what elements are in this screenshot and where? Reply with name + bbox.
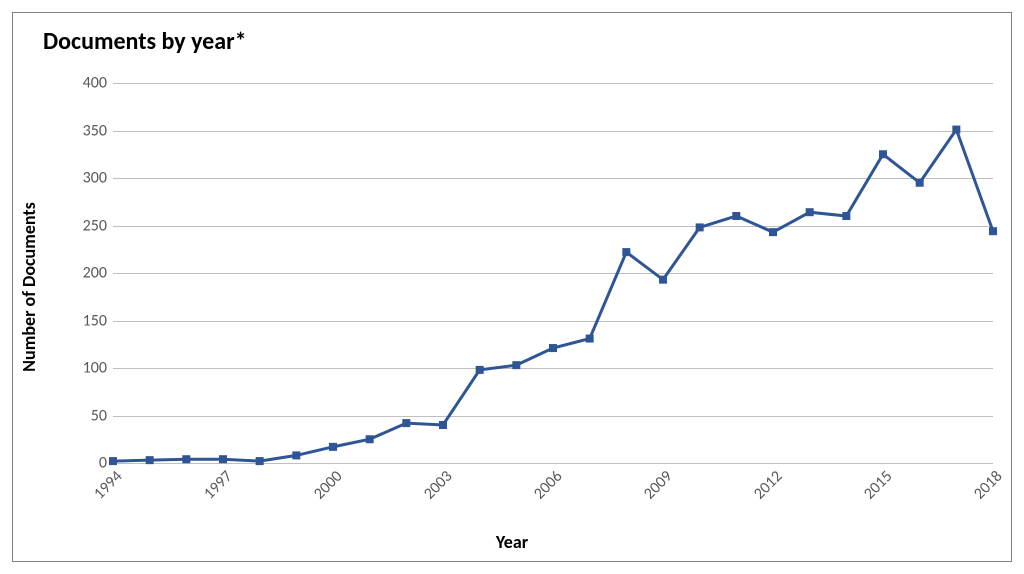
y-tick-label: 250	[83, 216, 107, 235]
plot-area: 0501001502002503003504001994199720002003…	[113, 83, 993, 463]
data-marker	[952, 126, 960, 134]
data-marker	[696, 223, 704, 231]
y-tick-label: 300	[83, 169, 107, 188]
x-tick-label: 2003	[420, 467, 456, 503]
y-tick-label: 100	[83, 359, 107, 378]
data-marker	[476, 366, 484, 374]
y-tick-label: 0	[99, 454, 107, 473]
y-tick-label: 350	[83, 121, 107, 140]
data-marker	[109, 457, 117, 465]
data-marker	[769, 228, 777, 236]
y-tick-label: 150	[83, 311, 107, 330]
data-marker	[879, 150, 887, 158]
data-marker	[659, 276, 667, 284]
data-marker	[512, 361, 520, 369]
data-marker	[586, 335, 594, 343]
data-marker	[366, 435, 374, 443]
data-marker	[146, 456, 154, 464]
data-marker	[622, 248, 630, 256]
x-tick-label: 2018	[970, 467, 1006, 503]
x-tick-label: 2012	[750, 467, 786, 503]
x-tick-label: 2009	[640, 467, 676, 503]
x-tick-label: 1997	[200, 467, 236, 503]
data-marker	[402, 419, 410, 427]
data-marker	[219, 455, 227, 463]
data-marker	[916, 179, 924, 187]
x-tick-label: 2000	[310, 467, 346, 503]
chart-title: Documents by year*	[43, 27, 247, 56]
y-tick-label: 50	[91, 406, 107, 425]
data-marker	[439, 421, 447, 429]
series-line	[113, 130, 993, 462]
data-marker	[989, 227, 997, 235]
x-tick-label: 2015	[860, 467, 896, 503]
data-marker	[329, 443, 337, 451]
data-marker	[806, 208, 814, 216]
data-marker	[292, 451, 300, 459]
y-tick-label: 200	[83, 264, 107, 283]
data-marker	[256, 457, 264, 465]
x-axis-label: Year	[496, 531, 528, 553]
data-marker	[842, 212, 850, 220]
chart-container: Documents by year* Number of Documents Y…	[12, 12, 1012, 562]
x-tick-label: 1994	[90, 467, 126, 503]
data-marker	[732, 212, 740, 220]
line-series	[113, 83, 993, 463]
x-tick-label: 2006	[530, 467, 566, 503]
y-tick-label: 400	[83, 74, 107, 93]
data-marker	[182, 455, 190, 463]
grid-line	[113, 463, 993, 464]
data-marker	[549, 344, 557, 352]
y-axis-label: Number of Documents	[18, 202, 40, 372]
